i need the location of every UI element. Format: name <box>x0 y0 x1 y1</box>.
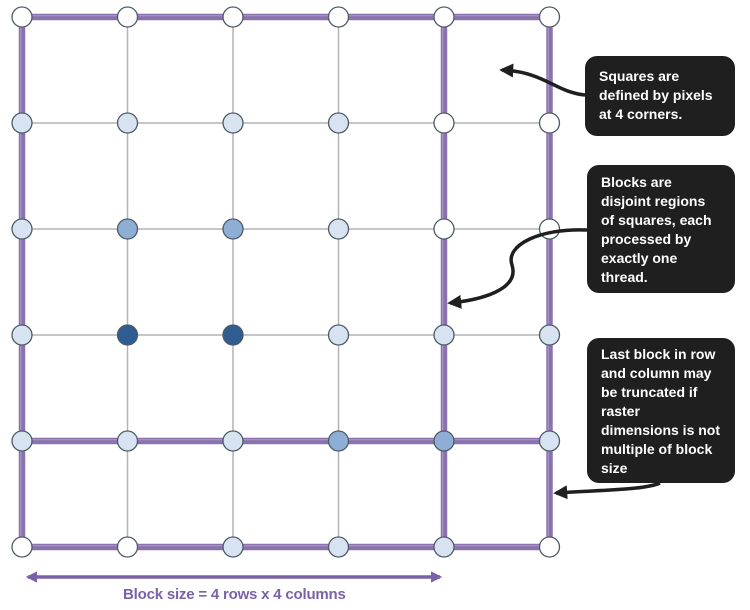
pixel-node-white <box>538 536 561 558</box>
pixel-node-white <box>538 112 561 134</box>
pixel-node-dark <box>116 324 139 346</box>
pixel-node-light <box>327 536 350 558</box>
block-borders <box>18 13 553 551</box>
pixel-node-light <box>11 112 33 134</box>
squares-callout: Squares are defined by pixels at 4 corne… <box>585 56 735 136</box>
last-block-callout-arrow <box>553 481 661 500</box>
pixel-node-white <box>11 536 33 558</box>
pixel-node-white <box>538 6 561 28</box>
block-size-caption: Block size = 4 rows x 4 columns <box>123 586 346 603</box>
pixel-node-white <box>116 6 139 28</box>
pixel-node-white <box>433 6 455 28</box>
pixel-node-light <box>222 430 244 452</box>
pixel-node-white <box>327 6 350 28</box>
pixel-node-light <box>116 112 139 134</box>
pixel-node-medium <box>116 218 139 240</box>
pixel-node-dark <box>222 324 244 346</box>
blocks-callout-arrow <box>447 228 588 309</box>
pixel-nodes <box>11 6 561 558</box>
pixel-node-light <box>222 536 244 558</box>
pixel-node-light <box>327 218 350 240</box>
pixel-node-light <box>538 430 561 452</box>
pixel-node-light <box>327 324 350 346</box>
pixel-node-light <box>433 324 455 346</box>
pixel-node-light <box>538 324 561 346</box>
pixel-node-light <box>433 536 455 558</box>
pixel-node-medium <box>433 430 455 452</box>
pixel-node-white <box>222 6 244 28</box>
pixel-node-light <box>11 218 33 240</box>
pixel-node-light <box>222 112 244 134</box>
pixel-node-light <box>11 324 33 346</box>
pixel-node-white <box>116 536 139 558</box>
pixel-node-light <box>11 430 33 452</box>
squares-callout-text: Squares are defined by pixels at 4 corne… <box>599 68 713 122</box>
pixel-node-medium <box>327 430 350 452</box>
grid-lines <box>21 16 551 548</box>
last-block-callout: Last block in row and column may be trun… <box>587 338 735 483</box>
squares-callout-arrow <box>499 63 586 97</box>
last-block-callout-text: Last block in row and column may be trun… <box>601 346 721 476</box>
blocks-callout-text: Blocks are disjoint regions of squares, … <box>601 174 712 285</box>
pixel-node-white <box>433 218 455 240</box>
pixel-node-light <box>116 430 139 452</box>
pixel-node-white <box>11 6 33 28</box>
pixel-node-white <box>433 112 455 134</box>
pixel-node-medium <box>222 218 244 240</box>
pixel-node-light <box>327 112 350 134</box>
blocks-callout: Blocks are disjoint regions of squares, … <box>587 165 735 293</box>
